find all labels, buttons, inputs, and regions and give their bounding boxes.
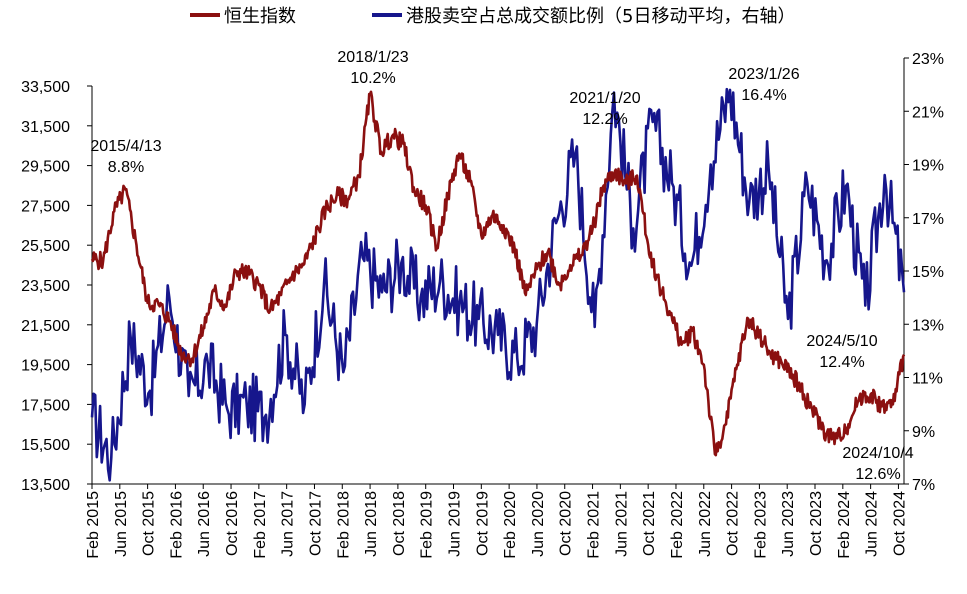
annotation-value-2024-oct: 12.6% bbox=[855, 466, 900, 483]
x-tick-label: Feb 2021 bbox=[586, 491, 603, 559]
x-tick-label: Jun 2017 bbox=[280, 491, 297, 557]
x-axis: Feb 2015 Jun 2015 Oct 2015 Feb 2016 Jun 2016… bbox=[85, 483, 908, 559]
x-tick-label: Jun 2019 bbox=[447, 491, 464, 557]
x-tick-label: Feb 2016 bbox=[168, 491, 185, 559]
x-tick-label: Oct 2020 bbox=[558, 491, 575, 556]
right-tick-label: 17% bbox=[912, 211, 944, 228]
x-tick-label: Jun 2016 bbox=[196, 491, 213, 557]
left-tick-label: 29,500 bbox=[21, 159, 70, 176]
x-tick-label: Oct 2018 bbox=[391, 491, 408, 556]
x-tick-label: Oct 2022 bbox=[725, 491, 742, 556]
annotation-value-2023: 16.4% bbox=[741, 87, 786, 104]
left-tick-label: 17,500 bbox=[21, 397, 70, 414]
annotation-date-2021: 2021/1/20 bbox=[569, 90, 640, 107]
left-tick-label: 27,500 bbox=[21, 198, 70, 215]
annotations: 2015/4/13 8.8% 2018/1/23 10.2% 2021/1/20… bbox=[90, 49, 913, 483]
x-tick-label: Jun 2015 bbox=[113, 491, 130, 557]
x-tick-label: Jun 2020 bbox=[530, 491, 547, 557]
left-axis: 13,500 15,500 17,500 19,500 21,500 23,500 25,5… bbox=[21, 79, 93, 494]
series-hang-seng-index-line bbox=[90, 90, 906, 457]
left-tick-label: 23,500 bbox=[21, 278, 70, 295]
left-tick-label: 13,500 bbox=[21, 477, 70, 494]
right-tick-label: 21% bbox=[912, 104, 944, 121]
x-tick-label: Feb 2024 bbox=[836, 491, 853, 559]
annotation-date-2015: 2015/4/13 bbox=[90, 138, 161, 155]
series-short-selling-ratio-line bbox=[90, 87, 906, 482]
legend-label-short: 港股卖空占总成交额比例（5日移动平均，右轴） bbox=[406, 6, 795, 27]
left-tick-label: 19,500 bbox=[21, 358, 70, 375]
right-tick-label: 7% bbox=[912, 477, 935, 494]
annotation-value-2015: 8.8% bbox=[108, 159, 144, 176]
x-tick-label: Oct 2016 bbox=[224, 491, 241, 556]
x-tick-label: Oct 2024 bbox=[891, 491, 908, 556]
right-tick-label: 11% bbox=[912, 371, 943, 388]
x-tick-label: Feb 2019 bbox=[419, 491, 436, 559]
left-tick-label: 21,500 bbox=[21, 318, 70, 335]
legend-label-hsi: 恒生指数 bbox=[224, 6, 296, 27]
legend: 恒生指数 港股卖空占总成交额比例（5日移动平均，右轴） bbox=[190, 6, 795, 27]
x-tick-label: Feb 2023 bbox=[752, 491, 769, 559]
left-tick-label: 15,500 bbox=[21, 437, 70, 454]
annotation-date-2018: 2018/1/23 bbox=[337, 49, 408, 66]
x-tick-label: Jun 2024 bbox=[864, 491, 881, 557]
x-tick-label: Feb 2020 bbox=[502, 491, 519, 559]
annotation-date-2024-oct: 2024/10/4 bbox=[842, 445, 913, 462]
right-tick-label: 9% bbox=[912, 424, 935, 441]
left-tick-label: 33,500 bbox=[21, 79, 70, 96]
x-tick-label: Oct 2023 bbox=[808, 491, 825, 556]
x-tick-label: Jun 2023 bbox=[780, 491, 797, 557]
right-tick-label: 19% bbox=[912, 158, 944, 175]
x-tick-label: Feb 2022 bbox=[669, 491, 686, 559]
x-tick-label: Oct 2021 bbox=[641, 491, 658, 556]
left-tick-label: 25,500 bbox=[21, 238, 70, 255]
x-tick-label: Oct 2019 bbox=[474, 491, 491, 556]
annotation-value-2024-may: 12.4% bbox=[819, 354, 864, 371]
x-tick-label: Jun 2018 bbox=[363, 491, 380, 557]
x-tick-label: Jun 2021 bbox=[613, 491, 630, 557]
x-tick-label: Jun 2022 bbox=[697, 491, 714, 557]
left-tick-label: 31,500 bbox=[21, 119, 70, 136]
x-tick-label: Oct 2015 bbox=[141, 491, 158, 556]
right-tick-label: 15% bbox=[912, 264, 944, 281]
annotation-value-2021: 12.2% bbox=[582, 111, 627, 128]
x-tick-label: Feb 2017 bbox=[252, 491, 269, 559]
right-tick-label: 13% bbox=[912, 317, 944, 334]
right-axis: 7% 9% 11% 13% 15% 17% 19% 21% 23% bbox=[903, 51, 944, 494]
annotation-date-2024-may: 2024/5/10 bbox=[806, 333, 877, 350]
right-tick-label: 23% bbox=[912, 51, 944, 68]
x-tick-label: Feb 2018 bbox=[335, 491, 352, 559]
x-tick-label: Oct 2017 bbox=[307, 491, 324, 556]
annotation-date-2023: 2023/1/26 bbox=[728, 66, 799, 83]
annotation-value-2018: 10.2% bbox=[350, 70, 395, 87]
x-tick-label: Feb 2015 bbox=[85, 491, 102, 559]
series-layer bbox=[90, 87, 906, 482]
